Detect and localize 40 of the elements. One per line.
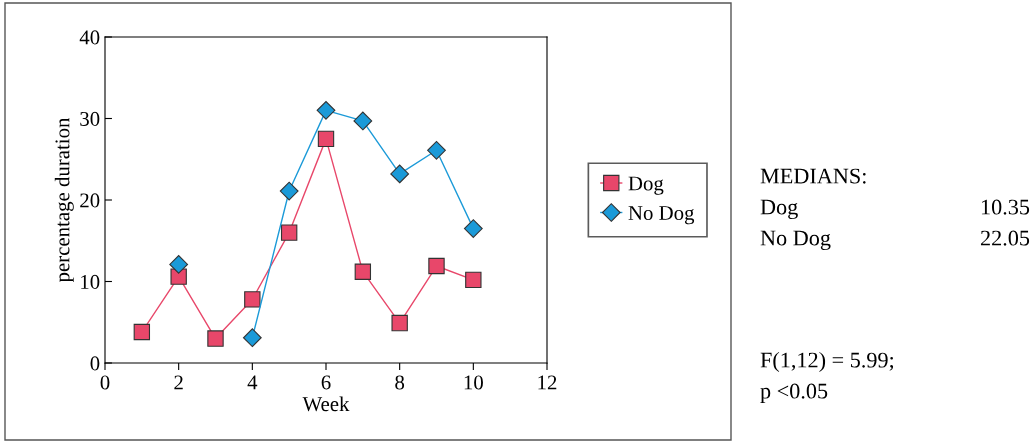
text: No Dog: [760, 230, 831, 251]
x-tick-label: 10: [464, 375, 483, 390]
point: [317, 130, 335, 148]
point: [280, 224, 298, 241]
text: p <0.05: [760, 383, 828, 404]
point: [169, 254, 189, 274]
point: [463, 219, 483, 238]
point: [465, 271, 482, 289]
point: [279, 181, 299, 201]
y-tick-label: 20: [80, 193, 100, 208]
point: [316, 100, 336, 120]
legend-label: No Dog: [628, 206, 695, 225]
point: [390, 164, 410, 184]
text: 10.35: [981, 199, 1030, 215]
x-tick-label: 6: [321, 375, 331, 390]
y-axis-title: percentage duration: [54, 117, 74, 283]
x-tick-label: 8: [395, 375, 405, 390]
y-tick-label: 40: [79, 30, 100, 45]
x-tick-label: 2: [174, 375, 183, 390]
point: [391, 314, 408, 332]
x-tick-label: 4: [247, 375, 258, 390]
point: [428, 257, 445, 275]
text: MEDIANS:: [760, 168, 866, 184]
y-tick-label: 30: [80, 111, 100, 126]
text: Dog: [760, 199, 798, 220]
x-tick-label: 0: [100, 375, 110, 390]
point: [207, 330, 224, 347]
x-tick-label: 12: [538, 375, 557, 390]
point: [427, 140, 446, 160]
point: [353, 111, 373, 131]
text: 22.05: [980, 230, 1030, 246]
x-axis-title: Week: [302, 396, 350, 412]
point: [242, 328, 262, 348]
point: [244, 291, 261, 308]
legend-label: Dog: [628, 176, 664, 195]
point: [354, 263, 372, 280]
y-tick-label: 0: [90, 356, 100, 371]
point: [133, 323, 151, 341]
text: F(1,12) = 5.99;: [760, 351, 894, 373]
y-tick-label: 10: [81, 274, 100, 289]
